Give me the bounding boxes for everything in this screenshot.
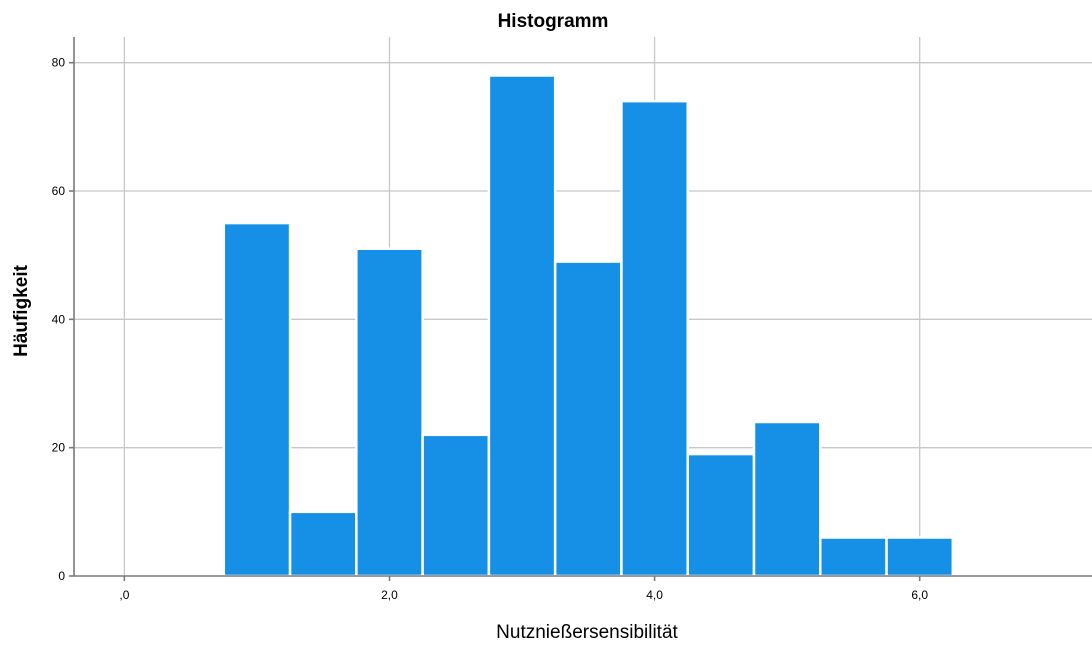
x-tick-label: 4,0 [646,588,663,602]
x-tick-label: ,0 [119,588,129,602]
y-tick-label: 0 [58,569,65,583]
histogram-bar [487,74,557,578]
x-axis-label: Nutznießersensibilität [496,622,678,643]
y-tick-label: 60 [52,184,66,198]
histogram-bar [553,260,623,578]
histogram-bar [421,433,491,578]
histogram-bar [885,536,955,578]
bars [222,74,955,578]
histogram-bar [752,420,822,578]
histogram-bar [288,510,358,578]
histogram-bar [620,99,689,578]
y-tick-label: 80 [52,56,66,70]
chart-title: Histogramm [498,11,609,32]
histogram-bar [355,247,424,578]
y-tick-label: 40 [52,312,66,326]
histogram-bar [686,452,756,578]
histogram-bar [222,221,292,578]
y-axis-label: Häufigkeit [11,264,32,357]
x-tick-label: 2,0 [381,588,398,602]
tick-labels: ,0 2,0 4,0 6,0 0 20 40 60 80 [52,56,929,602]
y-tick-label: 20 [52,441,66,455]
histogram-bar [819,536,888,578]
axes [69,37,1092,581]
x-tick-label: 6,0 [911,588,928,602]
